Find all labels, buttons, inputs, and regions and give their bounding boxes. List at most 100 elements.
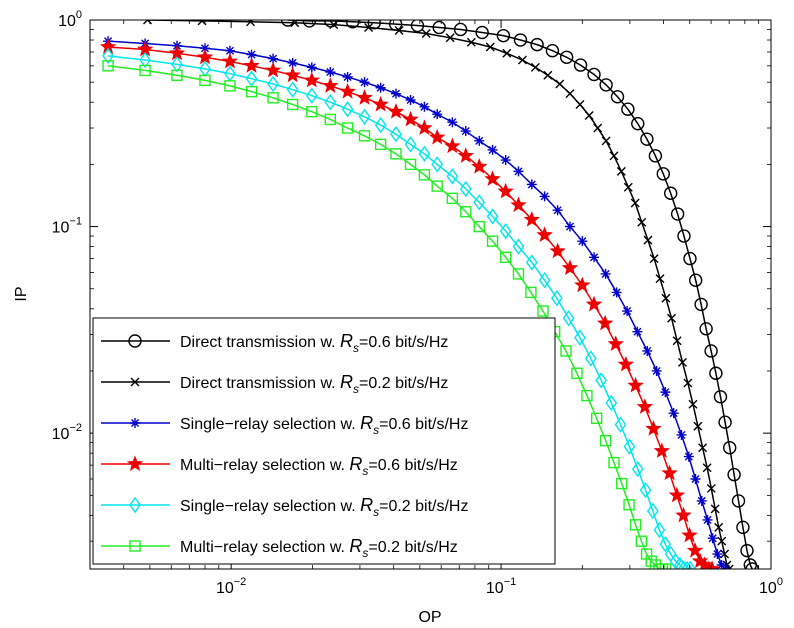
series-5-line bbox=[107, 55, 691, 569]
ticks-layer: 10−2 10−1 100 10−2 10−1 100 bbox=[52, 9, 783, 597]
series-5-point-44 bbox=[684, 560, 697, 569]
series-3-point-11 bbox=[342, 71, 353, 82]
series-6-point-31 bbox=[599, 434, 612, 447]
series-2-point-37 bbox=[698, 443, 708, 453]
legend-label: Direct transmission w. Rs=0.6 bit/s/Hz bbox=[180, 331, 448, 355]
legend: Direct transmission w. Rs=0.6 bit/s/Hz Di… bbox=[92, 317, 556, 565]
series-4-point-6 bbox=[243, 57, 260, 73]
series-3-point-29 bbox=[589, 252, 600, 263]
series-2-point-35 bbox=[688, 399, 698, 409]
series-5-point-15 bbox=[404, 136, 417, 153]
series-1-point-21 bbox=[631, 116, 645, 131]
series-5-point-25 bbox=[538, 272, 551, 289]
legend-entry-6: Multi−relay selection w. Rs=0.2 bit/s/Hz bbox=[101, 536, 458, 560]
series-2-point-12 bbox=[502, 48, 512, 58]
legend-label: Multi−relay selection w. Rs=0.2 bit/s/Hz bbox=[180, 536, 458, 560]
series-6-point-38 bbox=[645, 555, 657, 567]
series-4-point-30 bbox=[596, 314, 614, 331]
series-4-point-16 bbox=[416, 119, 433, 135]
series-1 bbox=[280, 20, 759, 569]
legend-label: Multi−relay selection w. Rs=0.6 bit/s/Hz bbox=[180, 454, 458, 478]
series-3-point-33 bbox=[632, 326, 643, 337]
series-1-point-26 bbox=[670, 207, 685, 221]
series-1-point-7 bbox=[410, 20, 425, 33]
plot-frame bbox=[89, 19, 772, 570]
series-3-point-44 bbox=[712, 549, 723, 560]
series-4-point-14 bbox=[387, 103, 405, 119]
series-5-point-21 bbox=[486, 208, 499, 225]
series-4-point-13 bbox=[372, 95, 389, 112]
series-4-point-34 bbox=[636, 398, 654, 414]
series-4-point-36 bbox=[653, 442, 671, 458]
series-2-point-14 bbox=[530, 62, 540, 72]
series-2-point-8 bbox=[421, 29, 431, 39]
series-4-point-32 bbox=[617, 355, 635, 372]
series-2-point-19 bbox=[584, 110, 594, 120]
series-6-point-35 bbox=[629, 519, 642, 531]
series-1-point-12 bbox=[513, 33, 528, 47]
series-4-point-35 bbox=[645, 420, 662, 436]
series-6-point-23 bbox=[512, 268, 525, 280]
legend-marker bbox=[130, 418, 140, 428]
series-6-point-21 bbox=[486, 235, 499, 247]
series-3-point-36 bbox=[660, 387, 671, 398]
series-2-point-5 bbox=[329, 20, 339, 30]
series-5-point-17 bbox=[431, 156, 444, 173]
series-6-point-10 bbox=[324, 113, 337, 126]
series-3-point-32 bbox=[622, 306, 633, 317]
series-1-point-33 bbox=[709, 366, 723, 380]
series-2-point-17 bbox=[565, 89, 575, 99]
series-3-point-37 bbox=[668, 408, 679, 419]
series-4-point-21 bbox=[484, 170, 501, 186]
series-5-point-7 bbox=[267, 75, 279, 93]
series-1-point-24 bbox=[656, 167, 670, 181]
series-1-point-28 bbox=[683, 251, 697, 266]
series-6-point-9 bbox=[306, 105, 318, 118]
series-5-point-22 bbox=[499, 222, 512, 240]
series-6-point-14 bbox=[390, 148, 402, 160]
series-5-point-3 bbox=[171, 56, 183, 73]
series-3-point-6 bbox=[246, 49, 257, 60]
series-6-point-42 bbox=[659, 563, 672, 569]
x-axis-label: OP bbox=[418, 609, 441, 626]
series-1-point-8 bbox=[432, 20, 446, 35]
series-5-point-8 bbox=[286, 81, 299, 98]
series-5-point-34 bbox=[631, 460, 644, 478]
series-layer bbox=[99, 20, 759, 569]
series-6-point-32 bbox=[608, 456, 620, 469]
series-6-point-25 bbox=[537, 305, 549, 317]
series-4-point-39 bbox=[675, 506, 692, 523]
series-6-point-16 bbox=[418, 169, 431, 181]
series-5-point-16 bbox=[418, 145, 431, 163]
series-4-point-23 bbox=[510, 196, 527, 213]
series-4-point-15 bbox=[402, 110, 419, 127]
series-1-point-29 bbox=[688, 273, 703, 287]
series-6-point-7 bbox=[267, 92, 279, 104]
series-4-point-24 bbox=[523, 211, 541, 227]
y-axis-label: IP bbox=[13, 286, 30, 301]
x-tick-label-1: 10−2 bbox=[216, 576, 246, 597]
series-5-point-18 bbox=[446, 168, 459, 185]
series-5-point-6 bbox=[245, 70, 258, 87]
series-3-point-7 bbox=[268, 53, 279, 64]
series-2-point-32 bbox=[672, 336, 682, 346]
y-tick-label-1: 10−2 bbox=[52, 422, 82, 443]
series-2-point-38 bbox=[702, 463, 712, 473]
series-3-point-31 bbox=[611, 287, 622, 298]
series-4-point-4 bbox=[196, 48, 214, 65]
series-3-point-24 bbox=[526, 179, 537, 190]
series-5-point-32 bbox=[614, 416, 627, 433]
series-3-point-26 bbox=[552, 205, 563, 216]
series-1-point-22 bbox=[640, 132, 654, 146]
series-5-point-20 bbox=[473, 194, 486, 211]
series-4-point-12 bbox=[356, 89, 373, 105]
series-4-point-17 bbox=[429, 128, 446, 145]
series-5-point-28 bbox=[574, 329, 586, 346]
series-3-point-40 bbox=[690, 473, 701, 484]
series-5-point-11 bbox=[341, 100, 354, 118]
series-3-point-27 bbox=[564, 221, 575, 232]
series-6-point-12 bbox=[358, 130, 371, 142]
series-5-point-30 bbox=[595, 372, 608, 389]
series-3-point-43 bbox=[707, 533, 718, 544]
series-3-point-39 bbox=[683, 451, 694, 462]
